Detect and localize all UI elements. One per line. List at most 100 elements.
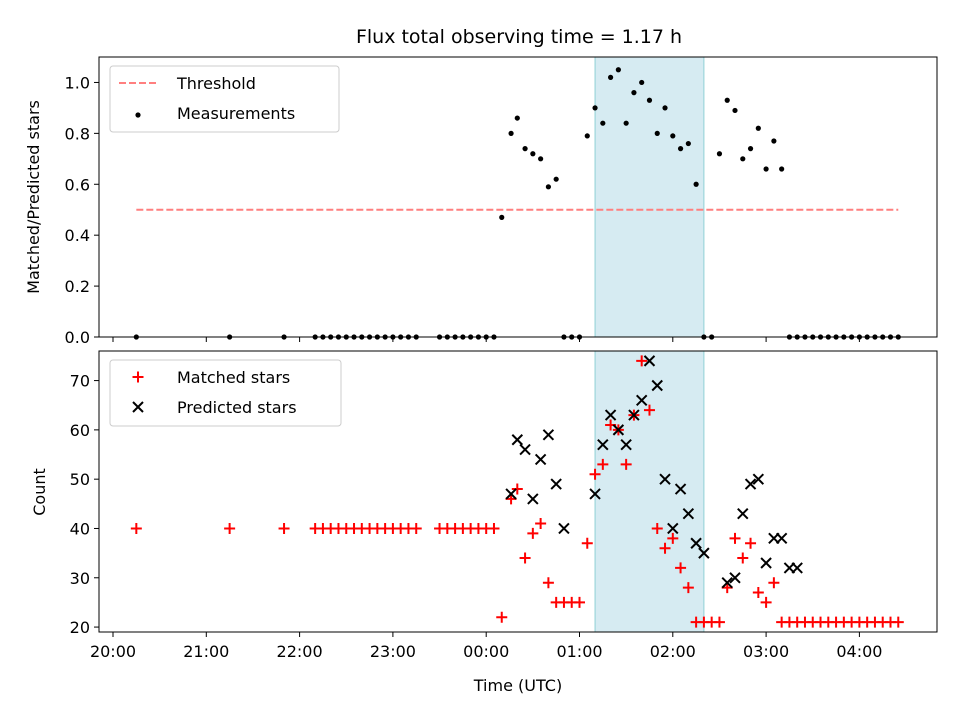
legend-box — [109, 65, 340, 133]
x-tick-label: 23:00 — [370, 642, 416, 661]
y-tick-label: 30 — [70, 569, 90, 588]
predicted-stars-point — [760, 557, 772, 569]
legend-label: Matched stars — [177, 368, 290, 387]
measurement-point — [508, 130, 514, 136]
predicted-stars-point — [612, 424, 625, 436]
matched-stars-point — [737, 552, 749, 564]
y-tick-label: 40 — [70, 519, 90, 538]
x-tick-label: 03:00 — [743, 642, 789, 661]
measurement-point — [631, 90, 637, 96]
matched-stars-point — [410, 522, 422, 534]
bottom-axes-frame — [98, 350, 938, 633]
predicted-stars-point — [651, 379, 663, 392]
measurement-point — [662, 105, 668, 111]
predicted-stars-point — [775, 532, 788, 545]
y-tick-label: 0.0 — [65, 328, 90, 347]
matched-stars-point — [511, 483, 523, 495]
predicted-stars-point — [519, 443, 531, 456]
measurement-point — [740, 156, 746, 162]
measurement-point — [522, 146, 528, 152]
matched-stars-point — [496, 611, 508, 623]
matched-stars-point — [620, 458, 632, 470]
measurement-point — [685, 140, 691, 147]
measurement-point — [615, 67, 621, 73]
predicted-stars-point — [635, 394, 648, 407]
matched-stars-point — [488, 522, 500, 534]
legend-matched-swatch — [132, 371, 144, 383]
predicted-stars-point — [558, 522, 570, 535]
matched-stars-point — [667, 532, 679, 544]
predicted-stars-point — [542, 429, 555, 441]
measurement-point — [771, 138, 777, 144]
y-tick-label: 1.0 — [65, 73, 90, 92]
measurement-point — [747, 146, 754, 152]
bottom-x-axis-label: Time (UTC) — [473, 676, 562, 695]
y-tick-label: 50 — [70, 470, 90, 489]
predicted-stars-point — [737, 507, 749, 520]
predicted-stars-point — [505, 488, 517, 500]
matched-stars-point — [581, 537, 593, 549]
predicted-stars-point — [511, 434, 524, 446]
predicted-stars-point — [659, 473, 671, 485]
measurement-point — [499, 214, 505, 220]
legend-label: Predicted stars — [177, 398, 297, 417]
measurement-point — [654, 130, 660, 136]
measurement-point — [545, 184, 552, 190]
matched-stars-point — [643, 404, 655, 416]
measurement-point — [639, 79, 645, 86]
measurement-point — [592, 105, 598, 111]
bottom-legend: Matched stars Predicted stars — [109, 359, 342, 427]
predicted-stars-point — [550, 478, 562, 490]
matched-stars-point — [682, 582, 694, 594]
predicted-stars-point — [589, 488, 601, 500]
matched-stars-point — [745, 537, 757, 549]
matched-stars-point — [535, 518, 547, 530]
top-marks — [133, 67, 901, 340]
y-tick-label: 0.2 — [65, 277, 90, 296]
measurement-point — [584, 133, 590, 139]
predicted-stars-point — [667, 522, 679, 535]
predicted-stars-point — [643, 355, 656, 367]
measurement-point — [716, 151, 723, 157]
predicted-stars-point — [682, 507, 695, 520]
y-tick-label: 20 — [70, 618, 90, 637]
measurement-point — [693, 181, 699, 187]
matched-stars-point — [574, 596, 585, 608]
x-tick-label: 01:00 — [556, 642, 602, 661]
matched-stars-point — [713, 616, 725, 628]
matched-stars-point — [675, 562, 687, 574]
measurement-point — [677, 146, 684, 152]
bottom-marks — [130, 355, 904, 628]
matched-stars-point — [597, 458, 609, 470]
bottom-y-axis-label: Count — [30, 468, 49, 516]
x-tick-label: 22:00 — [277, 642, 323, 661]
measurement-point — [732, 107, 738, 114]
x-tick-label: 00:00 — [463, 642, 509, 661]
measurement-point — [600, 120, 606, 126]
predicted-stars-point — [752, 473, 765, 485]
predicted-stars-point — [721, 576, 733, 589]
x-tick-label: 02:00 — [650, 642, 696, 661]
matched-stars-point — [729, 532, 741, 544]
top-legend: Threshold Measurements — [109, 65, 340, 133]
matched-stars-point — [768, 577, 780, 589]
matched-stars-point — [651, 522, 663, 534]
x-tick-label: 04:00 — [836, 642, 882, 661]
legend-box — [109, 359, 342, 427]
matched-stars-point — [589, 468, 601, 480]
bottom-y-axis: 20 30 40 50 60 70 — [70, 372, 99, 637]
measurement-point — [724, 97, 730, 103]
predicted-stars-point — [534, 453, 547, 466]
top-highlight-window — [594, 56, 705, 338]
matched-stars-point — [760, 596, 772, 608]
bottom-x-axis: 20:00 21:00 22:00 23:00 00:00 01:00 02:00 03:00… — [90, 632, 882, 661]
matched-stars-point — [130, 522, 142, 534]
matched-stars-point — [527, 527, 539, 539]
predicted-stars-point — [527, 493, 539, 505]
measurement-point — [514, 115, 520, 121]
predicted-stars-point — [698, 547, 710, 559]
measurement-point — [646, 97, 653, 103]
y-tick-label: 60 — [70, 421, 90, 440]
legend-measurements-swatch — [135, 112, 141, 118]
